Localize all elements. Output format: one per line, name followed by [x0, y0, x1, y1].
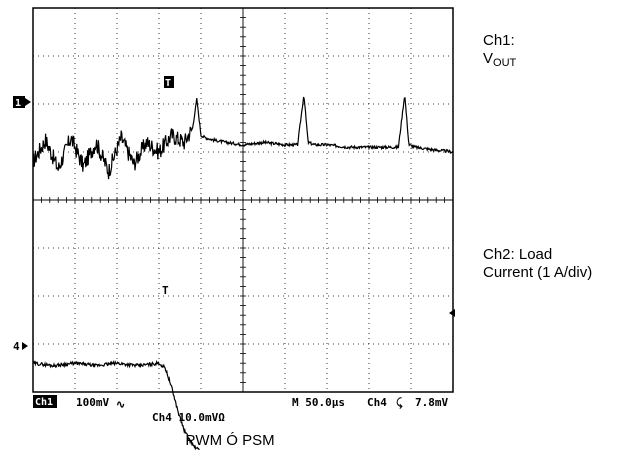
- ch1-scale: 100mV: [76, 396, 109, 409]
- trigger-slope-symbol: ⤹: [396, 396, 403, 409]
- trigger-source: Ch4: [367, 396, 387, 409]
- timebase: M 50.0µs: [292, 396, 345, 409]
- ch1-label-line1: Ch1:: [483, 32, 516, 50]
- ch1-coupling-symbol: ∿: [116, 398, 125, 411]
- ch2-label-line2: Current (1 A/div): [483, 264, 592, 282]
- ch1-label: Ch1: VOUT: [483, 32, 516, 72]
- ch2-label: Ch2: Load Current (1 A/div): [483, 246, 592, 282]
- figure-caption: PWM Ó PSM: [160, 432, 300, 450]
- vout-subscript: OUT: [493, 57, 516, 69]
- ch4-scale: Ch4 10.0mVΩ: [152, 411, 225, 424]
- ch4-marker-arrow: [22, 342, 28, 350]
- ch1-marker: 1: [15, 98, 21, 109]
- trigger-marker: T: [165, 78, 171, 89]
- ch4-marker: 4: [13, 340, 20, 353]
- ch1-vout-label: VOUT: [483, 50, 516, 72]
- vout-main: V: [483, 50, 493, 67]
- ch1-readout-badge: Ch1: [35, 397, 53, 408]
- ch1-marker-arrow: [25, 98, 31, 106]
- trigger-level: 7.8mV: [415, 396, 448, 409]
- oscilloscope-chart: 1 4 T T Ch1 100mV ∿ M 50.0µs Ch4 ⤹ 7.8mV…: [0, 0, 480, 450]
- trigger-tick: T: [162, 284, 169, 297]
- ch2-label-line1: Ch2: Load: [483, 246, 592, 264]
